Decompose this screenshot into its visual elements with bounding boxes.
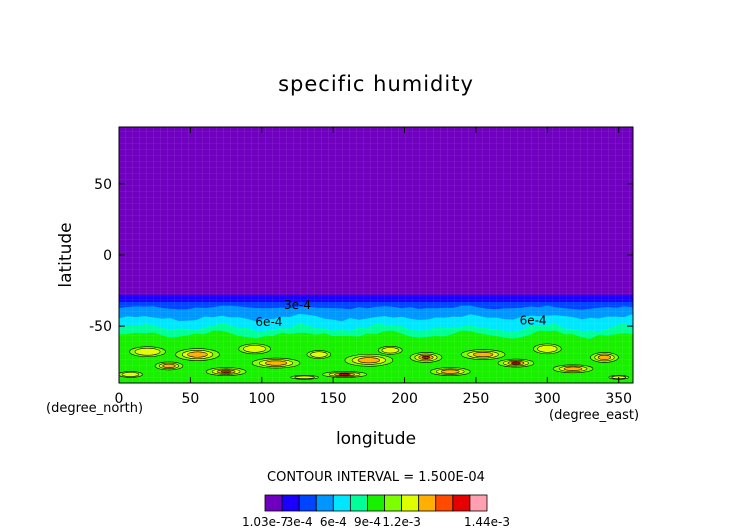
- x-axis-label: longitude: [336, 429, 416, 449]
- x-tick-label: 100: [248, 391, 275, 407]
- x-tick-label: 0: [115, 391, 124, 407]
- y-tick-label: -50: [89, 319, 112, 335]
- colorbar: [264, 494, 488, 512]
- contour-interval: CONTOUR INTERVAL = 1.500E-04: [267, 470, 485, 485]
- contour-label: 6e-4: [255, 315, 282, 329]
- colorbar-swatch: [264, 494, 283, 512]
- x-tick-label: 300: [534, 391, 561, 407]
- colorbar-labels: 1.03e-73e-4 6e-4 9e-4 1.2e-3 1.44e-3: [242, 515, 510, 529]
- colorbar-label: 3e-4: [286, 515, 313, 529]
- colorbar-label: 1.44e-3: [464, 515, 510, 529]
- colorbar-swatch: [418, 494, 437, 512]
- x-tick-label: 200: [391, 391, 418, 407]
- y-tick-label: 50: [94, 177, 112, 193]
- plot-area: 3e-46e-4 6e-4: [119, 127, 633, 383]
- colorbar-label: 1.03e-7: [242, 515, 288, 529]
- colorbar-label: 6e-4: [320, 515, 347, 529]
- colorbar-swatch: [332, 494, 351, 512]
- colorbar-label: 9e-4: [354, 515, 381, 529]
- colorbar-swatch: [469, 494, 488, 512]
- x-tick-label: 250: [463, 391, 490, 407]
- colorbar-swatch: [349, 494, 368, 512]
- colorbar-swatch: [435, 494, 454, 512]
- x-tick-label: 350: [605, 391, 632, 407]
- contour-labels: 3e-46e-4 6e-4: [255, 298, 546, 329]
- fine-grid: [119, 127, 633, 383]
- y-axis-label: latitude: [56, 222, 76, 287]
- x-tick-label: 150: [320, 391, 347, 407]
- y-axis-ticks: -50 0 50: [89, 177, 633, 335]
- y-axis-unit: (degree_north): [46, 401, 143, 416]
- colorbar-swatch: [452, 494, 471, 512]
- colorbar-swatch: [401, 494, 420, 512]
- x-tick-label: 50: [181, 391, 199, 407]
- colorbar-swatch: [298, 494, 317, 512]
- x-axis-unit: (degree_east): [549, 408, 639, 423]
- colorbar-swatch: [367, 494, 385, 512]
- colorbar-label: 1.2e-3: [382, 515, 420, 529]
- colorbar-swatch: [315, 494, 334, 512]
- contour-label: 3e-4: [284, 298, 311, 312]
- x-axis-ticks: 0 50 100 150 200 250 300 350: [115, 127, 632, 407]
- colorbar-swatch: [384, 494, 403, 512]
- contour-label: 6e-4: [520, 314, 547, 328]
- colorbar-swatch: [281, 494, 300, 512]
- chart-title: specific humidity: [278, 72, 474, 96]
- y-tick-label: 0: [103, 248, 112, 264]
